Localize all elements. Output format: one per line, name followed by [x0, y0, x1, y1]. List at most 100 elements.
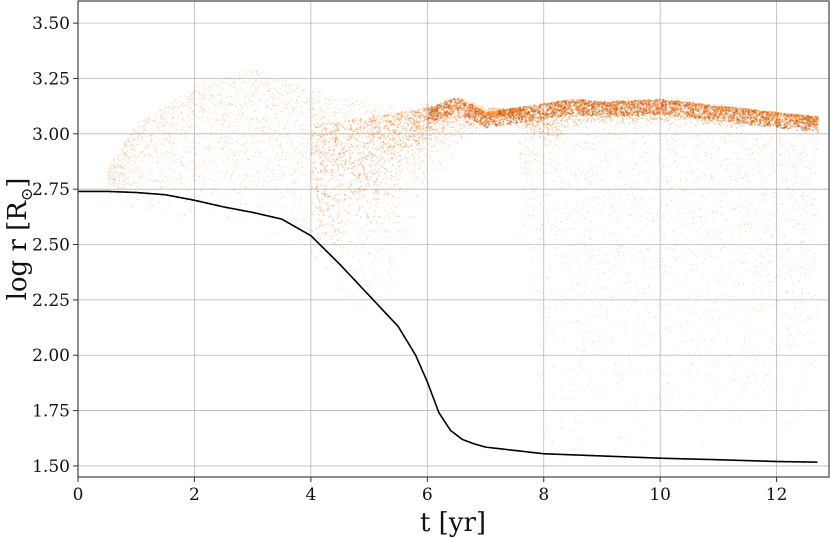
- scatter-point: [705, 250, 707, 252]
- scatter-point: [378, 185, 380, 187]
- scatter-point: [768, 281, 770, 283]
- scatter-point: [254, 191, 257, 193]
- scatter-point: [454, 130, 456, 132]
- scatter-point: [501, 111, 503, 113]
- scatter-point: [531, 150, 533, 152]
- scatter-point: [260, 125, 263, 127]
- scatter-point: [397, 115, 399, 118]
- scatter-point: [544, 172, 547, 174]
- scatter-point: [551, 366, 553, 368]
- scatter-point: [332, 122, 335, 124]
- scatter-point: [218, 129, 220, 131]
- scatter-point: [716, 296, 718, 299]
- scatter-point: [162, 174, 164, 176]
- scatter-point: [652, 220, 655, 222]
- scatter-point: [614, 125, 616, 128]
- scatter-point: [197, 115, 199, 117]
- scatter-point: [168, 152, 170, 154]
- scatter-point: [328, 138, 331, 140]
- scatter-point: [604, 159, 607, 161]
- scatter-point: [421, 200, 424, 202]
- scatter-point: [146, 147, 148, 150]
- scatter-point: [141, 136, 143, 138]
- scatter-point: [224, 173, 226, 175]
- scatter-point: [350, 108, 353, 111]
- scatter-point: [773, 245, 775, 247]
- scatter-point: [286, 84, 289, 86]
- scatter-point: [221, 122, 223, 124]
- scatter-point: [477, 105, 479, 107]
- scatter-point: [192, 99, 194, 101]
- scatter-point: [360, 163, 362, 166]
- scatter-point: [156, 126, 158, 128]
- scatter-point: [786, 327, 788, 329]
- scatter-point: [305, 101, 307, 103]
- scatter-point: [753, 144, 755, 147]
- scatter-point: [251, 143, 253, 145]
- scatter-point: [610, 108, 613, 110]
- scatter-point: [810, 317, 812, 320]
- scatter-point: [398, 118, 401, 121]
- scatter-point: [792, 291, 794, 293]
- scatter-point: [157, 127, 159, 129]
- scatter-point: [180, 182, 182, 185]
- scatter-point: [448, 104, 450, 106]
- scatter-point: [812, 259, 814, 262]
- scatter-point: [800, 153, 803, 155]
- scatter-point: [655, 132, 657, 134]
- scatter-point: [809, 121, 811, 123]
- scatter-point: [802, 114, 804, 116]
- scatter-point: [172, 109, 174, 111]
- scatter-point: [324, 156, 326, 158]
- scatter-point: [282, 99, 284, 101]
- scatter-point: [109, 171, 111, 173]
- scatter-point: [778, 153, 780, 156]
- scatter-point: [367, 107, 369, 109]
- scatter-point: [322, 213, 325, 215]
- scatter-point: [140, 152, 143, 154]
- scatter-point: [795, 225, 797, 227]
- scatter-point: [642, 114, 645, 116]
- scatter-point: [426, 155, 429, 157]
- scatter-point: [189, 98, 191, 101]
- scatter-point: [184, 146, 187, 148]
- scatter-point: [642, 190, 644, 192]
- scatter-point: [321, 108, 323, 110]
- scatter-point: [138, 121, 141, 123]
- scatter-point: [361, 102, 364, 104]
- scatter-point: [593, 254, 595, 256]
- scatter-point: [702, 103, 704, 106]
- scatter-point: [124, 173, 126, 175]
- scatter-point: [238, 72, 240, 74]
- scatter-point: [477, 121, 479, 123]
- scatter-point: [188, 151, 190, 153]
- scatter-point: [209, 89, 212, 91]
- scatter-point: [674, 275, 676, 277]
- scatter-point: [300, 93, 302, 95]
- scatter-point: [742, 386, 744, 388]
- scatter-point: [448, 105, 450, 107]
- scatter-point: [343, 152, 345, 155]
- scatter-point: [471, 103, 473, 105]
- scatter-point: [418, 137, 420, 139]
- scatter-point: [618, 244, 620, 246]
- scatter-point: [390, 120, 392, 123]
- scatter-point: [304, 128, 307, 130]
- scatter-point: [626, 114, 628, 116]
- scatter-point: [293, 181, 295, 183]
- scatter-point: [547, 145, 550, 147]
- scatter-point: [496, 107, 498, 109]
- scatter-point: [350, 126, 352, 129]
- scatter-point: [542, 146, 545, 149]
- scatter-point: [673, 110, 675, 112]
- scatter-point: [640, 243, 642, 246]
- scatter-point: [801, 241, 804, 243]
- scatter-point: [364, 210, 366, 213]
- scatter-point: [412, 106, 414, 109]
- scatter-point: [783, 265, 785, 267]
- scatter-point: [263, 114, 266, 116]
- scatter-point: [325, 266, 327, 269]
- scatter-point: [493, 108, 495, 110]
- scatter-point: [622, 359, 624, 362]
- scatter-point: [303, 221, 305, 223]
